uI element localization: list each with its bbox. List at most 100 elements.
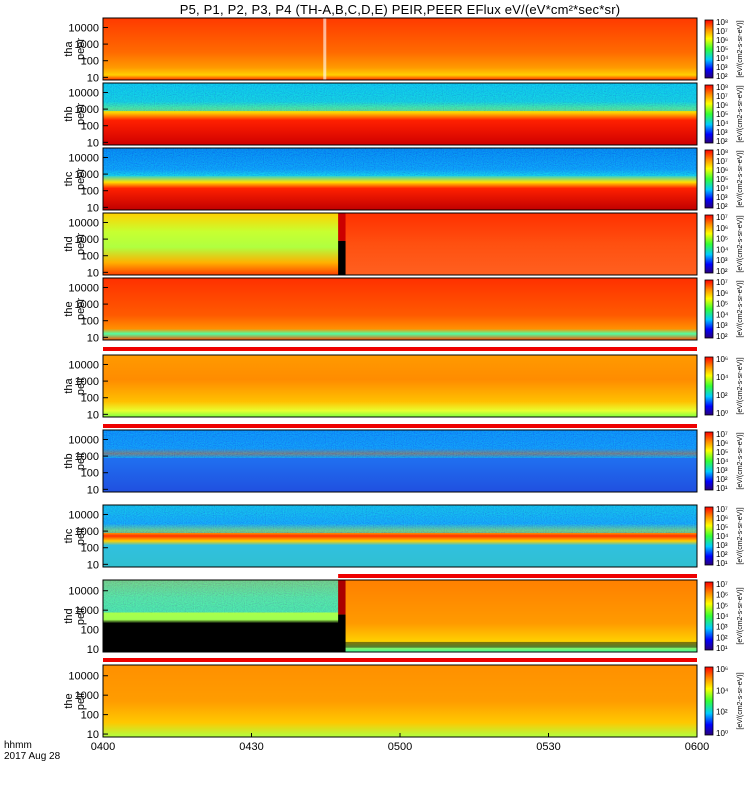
ytick-label: 10 [87,332,99,344]
xtick-label: 0400 [91,741,115,753]
colorbar-tick-label: 10² [716,550,728,559]
colorbar-tick-label: 10² [716,708,728,717]
colorbar-unit-label: [eV/(cm2-s-sr-eV)] [737,150,744,207]
colorbar-tick-label: 10⁵ [716,300,728,309]
low-energy-band [340,641,697,648]
colorbar-tick-label: 10⁶ [716,439,728,448]
colorbar-tick-label: 10² [716,475,728,484]
colorbar-tick-label: 10⁰ [716,729,728,738]
separator-line [103,424,697,428]
ylabel-species: peer [75,103,87,125]
separator-line [103,347,697,351]
xtick-label: 0600 [685,741,709,753]
ylabel-species: peir [75,451,87,470]
colorbar-tick-label: 10² [716,633,728,642]
ylabel-probe: the [63,301,75,316]
colorbar-tick-label: 10⁶ [716,591,728,600]
colorbar-tick-label: 10⁷ [716,430,728,439]
colorbar-tick-label: 10⁷ [716,213,728,222]
colorbar-tick-label: 10³ [716,321,728,330]
colorbar [704,581,714,651]
colorbar-tick-label: 10² [716,72,728,81]
colorbar-tick-label: 10⁶ [716,166,728,175]
xtick-label: 0430 [239,741,263,753]
ytick-label: 10000 [68,434,99,446]
colorbar-tick-label: 10³ [716,63,728,72]
ytick-label: 10 [87,729,99,741]
ylabel-species: peer [75,298,87,320]
ylabel-probe: thc [63,528,75,543]
colorbar-unit-label: [eV/(cm2-s-sr-eV)] [737,85,744,142]
colorbar-tick-label: 10³ [716,256,728,265]
colorbar-tick-label: 10⁷ [716,278,728,287]
ytick-label: 10000 [68,87,99,99]
ytick-label: 10000 [68,671,99,683]
ylabel-probe: thc [63,171,75,186]
panel-thb-peir: 10 100 1000 10000 thb peir 10¹10²10³10⁴10⁵10⁶1… [63,429,744,496]
panel-frame [102,17,698,81]
colorbar-tick-label: 10⁴ [716,184,729,193]
noise-texture [103,83,697,111]
ytick-label: 10000 [68,509,99,521]
colorbar [704,19,714,79]
colorbar-tick-label: 10⁵ [716,45,728,54]
ytick-label: 1000 [75,39,99,51]
ytick-label: 10 [87,267,99,279]
ytick-label: 10 [87,202,99,214]
colorbar-tick-label: 10⁷ [716,92,728,101]
colorbar-tick-label: 10² [716,391,728,400]
colorbar-tick-label: 10⁶ [716,514,728,523]
ytick-label: 100 [81,186,99,198]
colorbar-tick-label: 10⁷ [716,580,728,589]
colorbar [704,84,714,144]
panel-frame [102,429,698,493]
ytick-label: 10 [87,137,99,149]
ytick-label: 1000 [75,451,99,463]
colorbar-tick-label: 10⁷ [716,505,728,514]
panel-frame [102,579,698,653]
ytick-label: 100 [81,625,99,637]
colorbar-tick-label: 10⁴ [716,245,729,254]
colorbar-tick-label: 10⁴ [716,532,729,541]
colorbar-tick-label: 10³ [716,466,728,475]
ytick-label: 10 [87,409,99,421]
colorbar-tick-label: 10² [716,137,728,146]
panel-frame [102,147,698,211]
data-gap [338,240,346,275]
colorbar-tick-label: 10⁰ [716,409,728,418]
ytick-label: 100 [81,121,99,133]
ylabel-probe: thd [63,608,75,623]
gap-fill [338,213,346,241]
panel-frame [102,277,698,341]
colorbar-tick-label: 10⁶ [716,101,728,110]
colorbar [704,666,714,736]
colorbar-tick-label: 10¹ [716,559,728,568]
ylabel-species: peir [75,606,87,625]
colorbar-tick-label: 10⁶ [716,224,728,233]
panel-thc-peer: 10 100 1000 10000 thc peer 10²10³10⁴10⁵10⁶10⁷1… [63,147,744,214]
colorbar-tick-label: 10¹ [716,484,728,493]
colorbar-tick-label: 10² [716,267,728,276]
colorbar-unit-label: [eV/(cm2-s-sr-eV)] [737,507,744,564]
colorbar-tick-label: 10⁴ [716,310,729,319]
colorbar-tick-label: 10⁴ [716,686,729,695]
post-gap-segment [340,213,697,275]
colorbar-tick-label: 10⁶ [716,665,728,674]
panel-thb-peer: 10 100 1000 10000 thb peer 10²10³10⁴10⁵10⁶10⁷1… [63,82,744,149]
dropout-line [323,18,327,80]
separator-line [103,658,697,662]
panel-thc-peir: 10 100 1000 10000 thc peir 10¹10²10³10⁴10⁵10⁶1… [63,504,744,571]
ytick-label: 10000 [68,152,99,164]
colorbar [704,431,714,491]
colorbar-tick-label: 10⁴ [716,119,729,128]
ylabel-species: peer [75,38,87,60]
colorbar-tick-label: 10⁵ [716,448,728,457]
ytick-label: 1000 [75,234,99,246]
spectrogram-image [103,278,697,340]
noise-texture [103,148,697,176]
colorbar-tick-label: 10⁶ [716,355,728,364]
colorbar-tick-label: 10⁵ [716,601,728,610]
colorbar-tick-label: 10⁴ [716,54,729,63]
